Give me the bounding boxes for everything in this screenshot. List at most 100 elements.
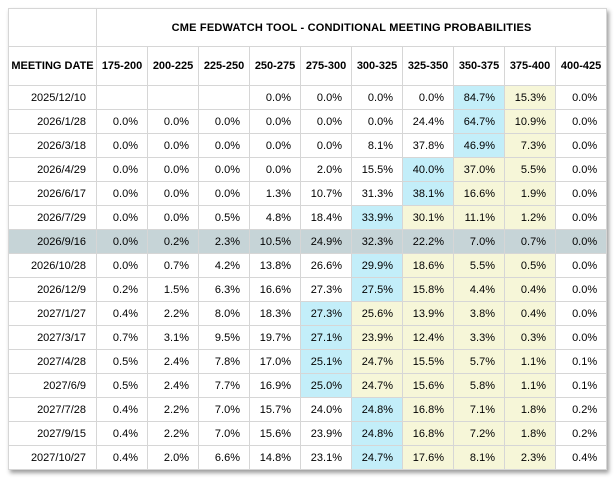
table-row[interactable]: 2026/6/17 0.0% 0.0% 0.0% 1.3% 10.7% 31.3% 38.1%… — [8, 181, 608, 206]
table-row[interactable]: 2026/4/29 0.0% 0.0% 0.0% 0.0% 2.0% 15.5% 40.0% 3… — [8, 157, 608, 182]
probability-cell: 5.5% — [504, 157, 556, 182]
probability-cell: 0.0% — [96, 133, 148, 158]
probability-cell: 6.3% — [198, 277, 250, 302]
probability-cell: 0.7% — [96, 325, 148, 350]
probability-cell: 11.1% — [453, 205, 505, 230]
probability-cell: 0.0% — [554, 253, 608, 278]
table-row[interactable]: 2026/9/16 0.0% 0.2% 2.3% 10.5% 24.9% 32.3% 22.2… — [8, 229, 608, 254]
table-row[interactable]: 2027/7/28 0.4% 2.2% 7.0% 15.7% 24.0% 24.8% 16.8… — [8, 397, 608, 422]
probability-cell: 0.0% — [554, 205, 608, 230]
probability-cell: 2.2% — [147, 301, 199, 326]
probability-cell: 0.4% — [96, 421, 148, 446]
probability-cell: 0.0% — [554, 229, 608, 254]
probability-cell: 0.0% — [402, 85, 454, 110]
probability-cell: 0.4% — [504, 277, 556, 302]
probability-cell: 13.9% — [402, 301, 454, 326]
fedwatch-page: CME FEDWATCH TOOL - CONDITIONAL MEETING … — [8, 8, 608, 470]
probability-cell: 0.0% — [147, 109, 199, 134]
probability-cell: 2.0% — [300, 157, 352, 182]
probability-cell: 0.0% — [147, 157, 199, 182]
probability-cell: 0.0% — [249, 109, 301, 134]
probability-cell: 0.0% — [249, 157, 301, 182]
probability-cell: 0.0% — [300, 133, 352, 158]
table-row[interactable]: 2026/7/29 0.0% 0.0% 0.5% 4.8% 18.4% 33.9% 30.1%… — [8, 205, 608, 230]
table-row[interactable]: 2027/1/27 0.4% 2.2% 8.0% 18.3% 27.3% 25.6% 13.9… — [8, 301, 608, 326]
probability-cell: 1.1% — [504, 373, 556, 398]
probability-cell: 0.4% — [554, 445, 608, 470]
probability-cell: 23.1% — [300, 445, 352, 470]
probability-cell: 0.2% — [554, 397, 608, 422]
probability-cell: 30.1% — [402, 205, 454, 230]
probability-cell: 7.0% — [198, 421, 250, 446]
probability-cell: 0.0% — [554, 325, 608, 350]
probability-cell: 0.4% — [96, 301, 148, 326]
probability-cell: 0.4% — [96, 445, 148, 470]
probability-cell: 64.7% — [453, 109, 505, 134]
table-row[interactable]: 2026/1/28 0.0% 0.0% 0.0% 0.0% 0.0% 0.0% 24.4% 64… — [8, 109, 608, 134]
rate-range-header: 375-400 — [504, 46, 556, 86]
probability-cell: 2.4% — [147, 349, 199, 374]
probability-cell: 16.6% — [249, 277, 301, 302]
probability-cell: 0.5% — [96, 349, 148, 374]
probability-cell: 2.2% — [147, 421, 199, 446]
table-row[interactable]: 2026/12/9 0.2% 1.5% 6.3% 16.6% 27.3% 27.5% 15.8… — [8, 277, 608, 302]
probability-cell: 7.0% — [453, 229, 505, 254]
probability-cell: 8.1% — [351, 133, 403, 158]
table-row[interactable]: 2027/3/17 0.7% 3.1% 9.5% 19.7% 27.1% 23.9% 12.4… — [8, 325, 608, 350]
probability-cell: 15.3% — [504, 85, 556, 110]
probability-cell: 38.1% — [402, 181, 454, 206]
rate-range-header: 300-325 — [351, 46, 403, 86]
meeting-date-cell: 2027/10/27 — [8, 445, 97, 470]
table-row[interactable]: 2026/3/18 0.0% 0.0% 0.0% 0.0% 0.0% 8.1% 37.8% 46… — [8, 133, 608, 158]
probability-cell: 2.4% — [147, 373, 199, 398]
meeting-date-cell: 2027/3/17 — [8, 325, 97, 350]
probability-cell: 7.0% — [198, 397, 250, 422]
probability-cell: 0.0% — [249, 85, 301, 110]
table-row[interactable]: 2027/9/15 0.4% 2.2% 7.0% 15.6% 23.9% 24.8% 16.8… — [8, 421, 608, 446]
probability-cell: 13.8% — [249, 253, 301, 278]
probability-cell: 1.8% — [504, 397, 556, 422]
probability-cell: 27.3% — [300, 301, 352, 326]
probability-cell: 0.7% — [147, 253, 199, 278]
probability-cell: 0.0% — [96, 181, 148, 206]
probability-cell: 15.5% — [351, 157, 403, 182]
rate-range-header: 275-300 — [300, 46, 352, 86]
table-row[interactable]: 2027/4/28 0.5% 2.4% 7.8% 17.0% 25.1% 24.7% 15.5… — [8, 349, 608, 374]
probability-cell: 3.1% — [147, 325, 199, 350]
probability-cell — [96, 85, 148, 110]
probability-cell: 27.3% — [300, 277, 352, 302]
probability-cell: 0.5% — [198, 205, 250, 230]
meeting-date-cell: 2027/4/28 — [8, 349, 97, 374]
probability-cell: 7.3% — [504, 133, 556, 158]
probability-cell: 17.6% — [402, 445, 454, 470]
probability-cell: 14.8% — [249, 445, 301, 470]
probability-cell: 1.2% — [504, 205, 556, 230]
probability-cell: 2.2% — [147, 397, 199, 422]
table-row[interactable]: 2026/10/28 0.0% 0.7% 4.2% 13.8% 26.6% 29.9% 18.… — [8, 253, 608, 278]
probability-cell: 2.3% — [504, 445, 556, 470]
probability-cell: 24.7% — [351, 349, 403, 374]
probability-cell: 31.3% — [351, 181, 403, 206]
table-row[interactable]: 2025/12/10 0.0% 0.0% 0.0% 0.0% 84.7% 15.3% 0.0% — [8, 85, 608, 110]
meeting-date-cell: 2027/6/9 — [8, 373, 97, 398]
probability-cell: 24.4% — [402, 109, 454, 134]
meeting-date-cell: 2027/7/28 — [8, 397, 97, 422]
probability-cell: 7.7% — [198, 373, 250, 398]
probability-cell: 15.6% — [402, 373, 454, 398]
table-row[interactable]: 2027/6/9 0.5% 2.4% 7.7% 16.9% 25.0% 24.7% 15.6%… — [8, 373, 608, 398]
meeting-date-cell: 2026/3/18 — [8, 133, 97, 158]
probability-cell: 18.4% — [300, 205, 352, 230]
meeting-date-header: MEETING DATE — [8, 46, 97, 86]
probability-cell: 2.3% — [198, 229, 250, 254]
probability-cell: 22.2% — [402, 229, 454, 254]
probability-cell: 18.6% — [402, 253, 454, 278]
meeting-date-cell: 2026/7/29 — [8, 205, 97, 230]
probability-cell: 37.0% — [453, 157, 505, 182]
probability-cell: 0.5% — [96, 373, 148, 398]
probability-cell: 4.4% — [453, 277, 505, 302]
probability-cell: 16.8% — [402, 421, 454, 446]
probability-cell: 0.3% — [504, 325, 556, 350]
probability-cell: 25.0% — [300, 373, 352, 398]
table-row[interactable]: 2027/10/27 0.4% 2.0% 6.6% 14.8% 23.1% 24.7% 17.… — [8, 445, 608, 470]
probability-cell: 16.6% — [453, 181, 505, 206]
